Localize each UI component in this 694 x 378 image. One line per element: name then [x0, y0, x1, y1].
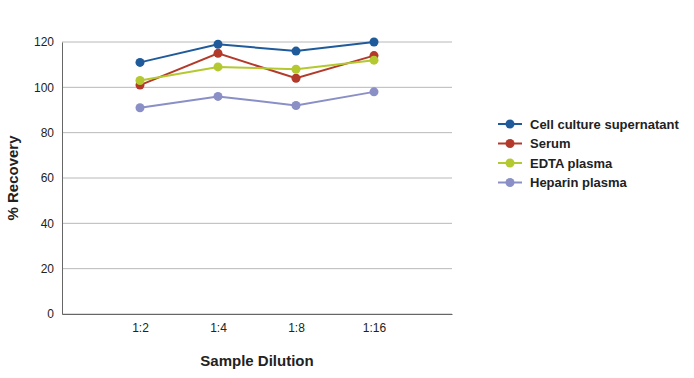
legend: Cell culture supernatant Serum EDTA plasma…: [498, 117, 679, 191]
y-tick-label: 100: [34, 81, 54, 95]
x-tick-label: 1:8: [288, 321, 305, 335]
legend-item: EDTA plasma: [498, 156, 613, 171]
series-markers: [136, 38, 379, 67]
series-line: [140, 42, 374, 62]
y-tick: 20: [41, 262, 62, 276]
marker: [370, 38, 379, 47]
y-tick: 120: [34, 35, 62, 49]
y-tick-label: 40: [41, 217, 55, 231]
plot-area: [136, 38, 379, 113]
series-line: [140, 60, 374, 80]
series-line: [140, 92, 374, 108]
grid: [62, 42, 452, 314]
grid-line: [62, 178, 452, 179]
y-tick-label: 60: [41, 171, 55, 185]
y-axis: 0 20 40 60 80 100 120: [34, 35, 63, 321]
marker: [214, 62, 223, 71]
marker: [214, 40, 223, 49]
marker: [292, 74, 301, 83]
x-axis-line: [63, 314, 453, 315]
legend-marker: [506, 159, 515, 168]
y-tick-label: 0: [47, 307, 54, 321]
grid-line: [62, 223, 452, 224]
grid-line: [62, 132, 452, 133]
y-tick: 80: [41, 126, 62, 140]
marker: [292, 101, 301, 110]
y-tick: 0: [47, 307, 62, 321]
marker: [370, 87, 379, 96]
x-axis-title: Sample Dilution: [200, 352, 313, 369]
marker: [292, 47, 301, 56]
grid-line: [62, 268, 452, 269]
grid-line: [62, 42, 452, 43]
chart: 0 20 40 60 80 100 120 1:2 1:4 1:8 1:16 Sample Dilut…: [0, 0, 694, 378]
legend-label: EDTA plasma: [530, 156, 613, 171]
legend-item: Heparin plasma: [498, 175, 628, 190]
grid-line: [62, 314, 452, 315]
y-tick-label: 80: [41, 126, 55, 140]
series-markers: [136, 49, 379, 90]
y-axis-title: % Recovery: [4, 135, 21, 221]
x-tick: 1:2: [132, 314, 149, 335]
y-axis-line: [62, 43, 63, 315]
marker: [136, 103, 145, 112]
marker: [136, 76, 145, 85]
y-tick-label: 120: [34, 35, 54, 49]
marker: [370, 56, 379, 65]
legend-marker: [506, 120, 515, 129]
x-tick-label: 1:16: [363, 321, 387, 335]
legend-label: Heparin plasma: [530, 175, 628, 190]
x-tick: 1:16: [363, 314, 387, 335]
marker: [214, 49, 223, 58]
marker: [136, 58, 145, 67]
legend-marker: [506, 178, 515, 187]
legend-item: Cell culture supernatant: [498, 117, 679, 132]
marker: [292, 65, 301, 74]
x-tick-label: 1:2: [132, 321, 149, 335]
x-tick-label: 1:4: [210, 321, 227, 335]
grid-line: [62, 87, 452, 88]
series-line: [140, 53, 374, 85]
series-markers: [136, 87, 379, 112]
legend-marker: [506, 139, 515, 148]
x-axis: 1:2 1:4 1:8 1:16: [63, 314, 453, 335]
x-tick: 1:8: [288, 314, 305, 335]
y-tick: 60: [41, 171, 62, 185]
legend-label: Serum: [530, 136, 570, 151]
legend-label: Cell culture supernatant: [530, 117, 679, 132]
y-tick: 40: [41, 217, 62, 231]
series-markers: [136, 56, 379, 85]
legend-item: Serum: [498, 136, 570, 151]
y-tick-label: 20: [41, 262, 55, 276]
x-tick: 1:4: [210, 314, 227, 335]
marker: [214, 92, 223, 101]
y-tick: 100: [34, 81, 62, 95]
